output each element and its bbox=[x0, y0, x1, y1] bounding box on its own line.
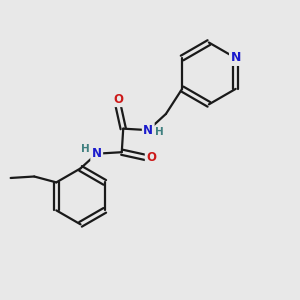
Text: H: H bbox=[155, 128, 164, 137]
Text: O: O bbox=[113, 93, 123, 106]
Text: H: H bbox=[81, 144, 90, 154]
Text: N: N bbox=[143, 124, 153, 136]
Text: N: N bbox=[230, 52, 241, 64]
Text: O: O bbox=[146, 151, 156, 164]
Text: N: N bbox=[92, 147, 102, 160]
